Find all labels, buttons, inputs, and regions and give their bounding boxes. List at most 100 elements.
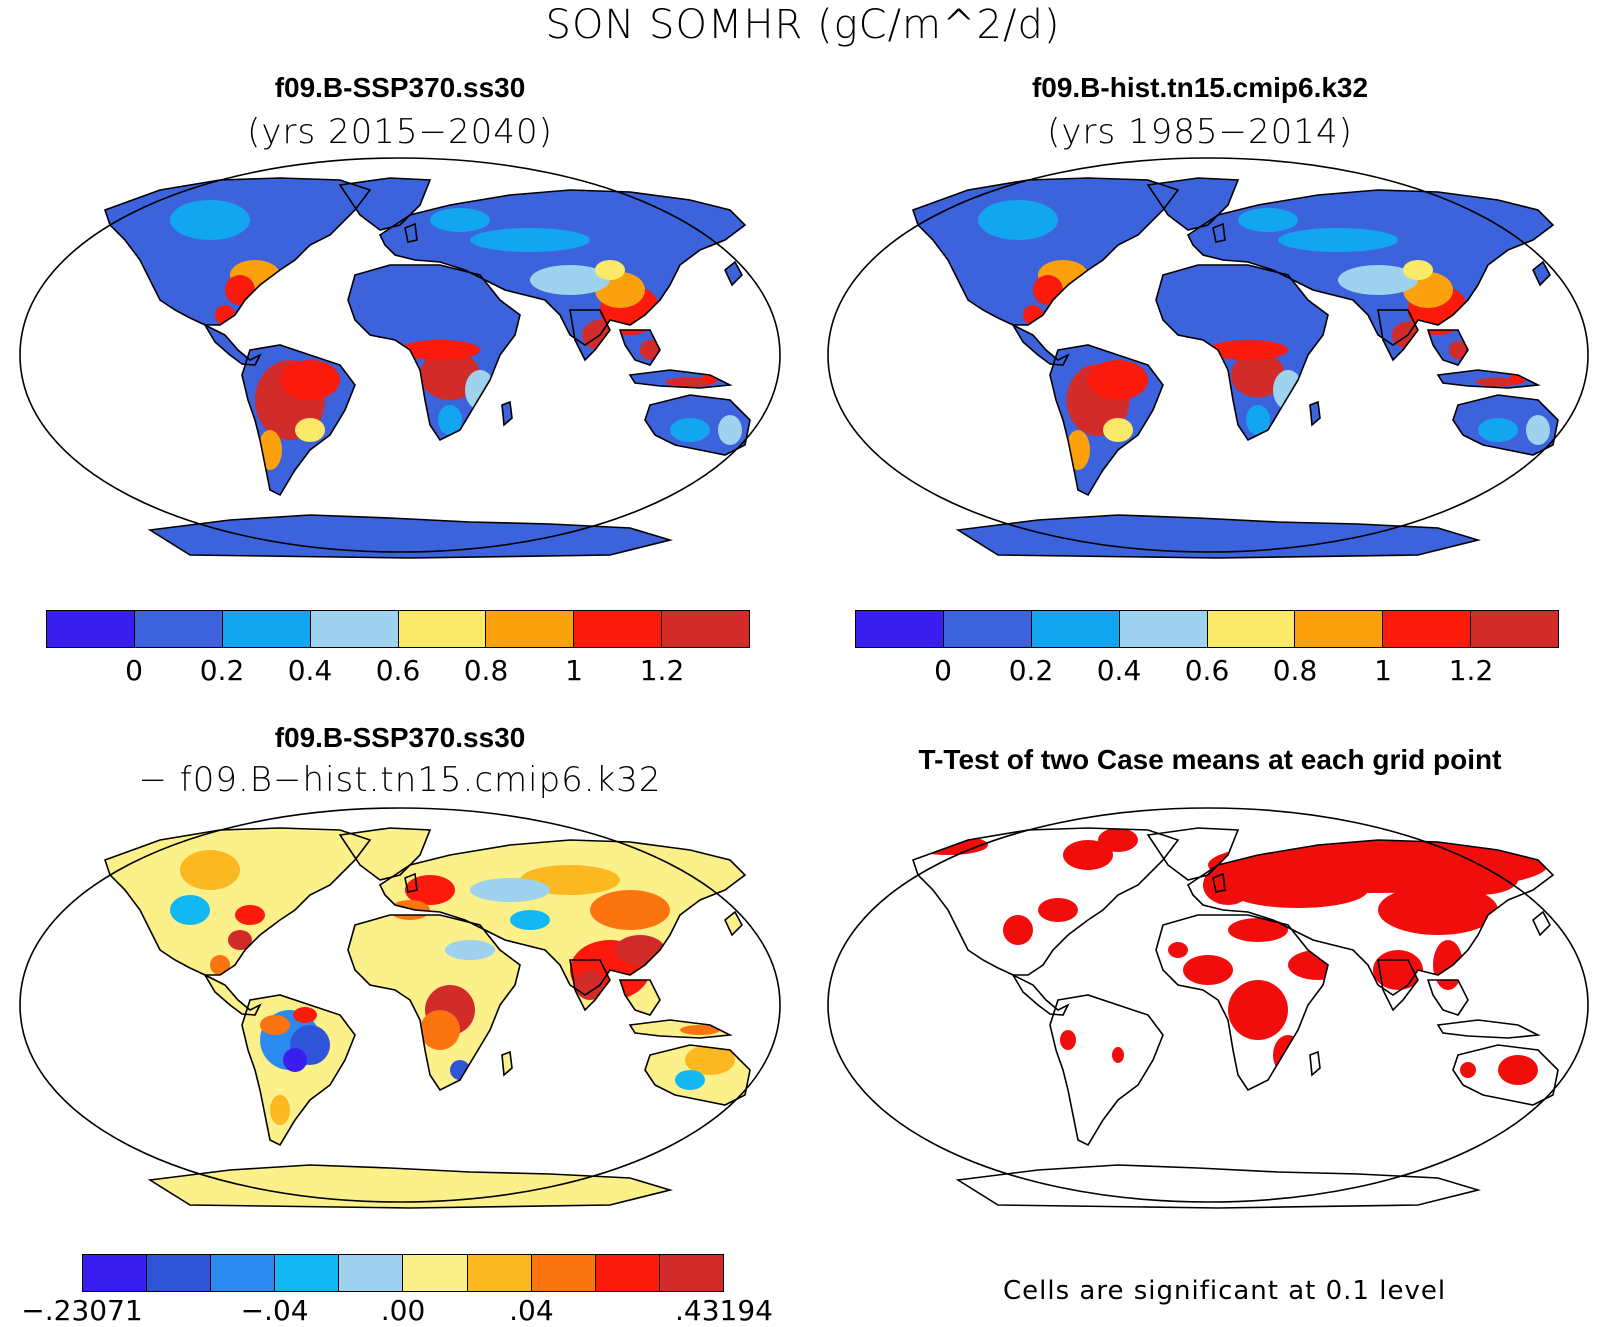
- land-antarctica: [958, 515, 1478, 558]
- panel3-colorbar-swatch: [659, 1255, 723, 1291]
- coastline-southAmerica: [1049, 344, 1164, 497]
- panel2-colorbar-swatch: [1295, 611, 1384, 647]
- coastline-india: [569, 309, 611, 362]
- land-field: [913, 178, 1558, 558]
- land-uk: [405, 224, 417, 242]
- coastline-japan: [724, 910, 743, 937]
- field-patch: [420, 1010, 460, 1050]
- field-patch: [1278, 228, 1398, 252]
- field-patch: [1403, 260, 1433, 280]
- field-patch: [293, 1007, 317, 1023]
- field-patch: [685, 1045, 735, 1075]
- land-antarctica: [958, 1165, 1478, 1208]
- field-patch: [670, 418, 710, 442]
- panel3-colorbar-swatch: [403, 1255, 468, 1291]
- land-centralAmerica: [1013, 975, 1068, 1015]
- panel3-subtitle: − f09.B−hist.tn15.cmip6.k32: [138, 760, 662, 800]
- coastline-seAsia: [618, 329, 661, 366]
- panel2-subtitle: (yrs 1985−2014): [1047, 112, 1353, 152]
- coastline-northAmerica: [103, 827, 372, 976]
- significant-cells: [1308, 870, 1368, 890]
- colorbar-tick-label: 0.8: [1272, 654, 1318, 687]
- field-patch: [280, 360, 340, 400]
- significant-cells: [1378, 885, 1498, 935]
- colorbar-tick-label: .00: [380, 1294, 426, 1327]
- panel2-colorbar: [855, 610, 1559, 648]
- coastline-japan: [1532, 910, 1551, 937]
- panel1-colorbar-swatch: [222, 611, 311, 647]
- colorbar-tick-label: 0.2: [199, 654, 245, 687]
- field-patch: [978, 200, 1058, 240]
- coastline-centralAmerica: [1010, 973, 1070, 1016]
- land-northAmerica: [913, 178, 1178, 325]
- land-northAmerica: [105, 828, 370, 975]
- significant-cells: [1228, 980, 1288, 1040]
- panel2-colorbar-swatch: [1031, 611, 1120, 647]
- panel2-colorbar-swatch: [1119, 611, 1208, 647]
- panel2-map-content: [827, 157, 1589, 559]
- field-patch: [180, 850, 240, 890]
- panel1-colorbar: [46, 610, 750, 648]
- coastline-indonesia: [628, 1019, 733, 1039]
- field-patch: [228, 930, 252, 950]
- colorbar-tick-label: 1: [565, 654, 583, 687]
- coastline-southAmerica: [1049, 994, 1164, 1147]
- colorbar-tick-label: 0.6: [1184, 654, 1230, 687]
- field-patch: [675, 1070, 705, 1090]
- significant-cells: [1498, 1055, 1538, 1085]
- coastline-antarctica: [147, 514, 674, 559]
- field-patch: [283, 1048, 307, 1072]
- panel3-colorbar-swatch: [147, 1255, 212, 1291]
- panel3-title: f09.B-SSP370.ss30: [274, 722, 526, 753]
- significant-cells: [1063, 840, 1113, 870]
- field-patch: [1526, 415, 1550, 445]
- field-patch: [1478, 418, 1518, 442]
- significant-cells: [1438, 865, 1518, 895]
- field-patch: [170, 200, 250, 240]
- colorbar-tick-label: 1: [1374, 654, 1392, 687]
- coastline-australia: [644, 394, 751, 456]
- panel4-significance-note: Cells are significant at 0.1 level: [1003, 1276, 1447, 1306]
- panel1-colorbar-swatch: [662, 611, 749, 647]
- panel3-colorbar-swatch: [531, 1255, 596, 1291]
- coastline-australia: [1452, 1044, 1559, 1106]
- coastline-africa: [1155, 264, 1329, 442]
- field-patch: [270, 1095, 290, 1125]
- colorbar-tick-label: 0.8: [463, 654, 509, 687]
- colorbar-tick-label: 0.4: [287, 654, 333, 687]
- significant-cells: [1060, 1030, 1076, 1050]
- land-uk: [1213, 224, 1225, 242]
- colorbar-tick-label: .43194: [675, 1294, 773, 1327]
- panel1-colorbar-swatch: [398, 611, 487, 647]
- field-patch: [1088, 360, 1148, 400]
- colorbar-tick-label: .04: [509, 1294, 554, 1327]
- field-patch: [470, 228, 590, 252]
- field-patch: [1208, 340, 1288, 360]
- colorbar-tick-label: 0: [125, 654, 143, 687]
- field-patch: [430, 208, 490, 232]
- panel3-map: [19, 807, 781, 1209]
- coastline-australia: [644, 1044, 751, 1106]
- coastline-japan: [1532, 260, 1551, 287]
- panel3-map-content: [19, 807, 781, 1209]
- map-border: [19, 807, 781, 1203]
- panel1-map-content: [19, 157, 781, 559]
- panel1-colorbar-swatch: [486, 611, 575, 647]
- field-patch: [420, 350, 480, 400]
- field-patch: [438, 405, 462, 435]
- coastline-northAmerica: [911, 827, 1180, 976]
- coastline-centralAmerica: [1010, 323, 1070, 366]
- field-patch: [470, 878, 550, 902]
- coastline-uk: [1212, 222, 1226, 243]
- panel1-colorbar-swatch: [574, 611, 663, 647]
- field-patch: [1238, 208, 1298, 232]
- coastline-indonesia: [1436, 1019, 1541, 1039]
- coastline-uk: [404, 872, 418, 893]
- field-patch: [1231, 352, 1285, 398]
- significant-cells: [1098, 828, 1138, 852]
- panel1-colorbar-swatch: [47, 611, 135, 647]
- field-patch: [510, 910, 550, 930]
- panel4-map: [827, 807, 1589, 1209]
- coastline-indonesia: [1436, 369, 1541, 389]
- field-patch: [295, 418, 325, 442]
